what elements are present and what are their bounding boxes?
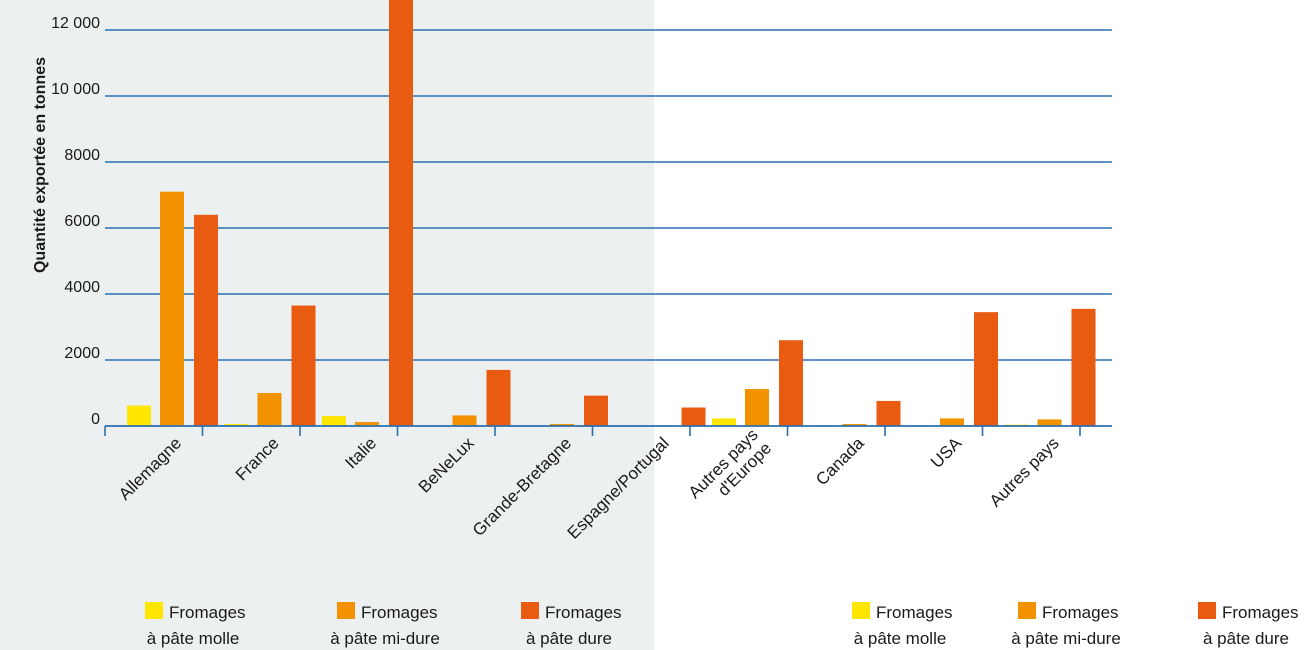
legend-label: Fromages [1222, 603, 1299, 622]
bar [355, 422, 379, 426]
x-category-label: Canada [812, 433, 868, 489]
bar [1037, 419, 1062, 426]
bar [779, 340, 803, 426]
bar [291, 305, 316, 426]
legend-swatch [1018, 602, 1036, 619]
bar [486, 369, 511, 426]
bar [745, 389, 769, 426]
bar [1071, 308, 1096, 426]
shaded-background [0, 0, 654, 650]
bar [160, 191, 184, 426]
y-tick-labels: 0 2000 4000 6000 8000 10 000 12 000 [51, 15, 100, 428]
bar [257, 393, 282, 426]
legend-label: Fromages [361, 603, 438, 622]
x-axis [104, 425, 1112, 436]
bar [681, 407, 706, 426]
y-tick-label: 0 [91, 411, 100, 428]
legend-label: Fromages [876, 603, 953, 622]
legend-swatch [145, 602, 163, 619]
bar [322, 416, 346, 426]
y-axis-label: Quantité exportée en tonnes [32, 57, 49, 273]
y-tick-label: 10 000 [51, 81, 100, 98]
legend-label: à pâte mi-dure [330, 629, 440, 648]
y-tick-label: 12 000 [51, 15, 100, 32]
bar [194, 214, 218, 426]
bar [876, 400, 901, 426]
legend-label: à pâte molle [854, 629, 947, 648]
legend-label: à pâte mi-dure [1011, 629, 1121, 648]
bar [452, 415, 477, 426]
legend-swatch [337, 602, 355, 619]
legend-swatch [1198, 602, 1216, 619]
bar [974, 312, 998, 426]
legend-label: Fromages [545, 603, 622, 622]
legend-swatch [521, 602, 539, 619]
bar [940, 418, 964, 426]
legends: Fromages à pâte molle Fromages à pâte mi-du… [145, 602, 1299, 648]
x-category-label: Autres pays [986, 434, 1063, 511]
grid [105, 29, 1112, 361]
x-category-label: USA [927, 433, 966, 472]
y-tick-label: 4000 [64, 279, 100, 296]
bar [127, 405, 151, 426]
legend-label: Fromages [1042, 603, 1119, 622]
legend-label: Fromages [169, 603, 246, 622]
legend-label: à pâte molle [147, 629, 240, 648]
bars [127, 0, 1096, 426]
bar [712, 418, 736, 426]
x-category-label: Autres paysd'Europe [685, 425, 775, 515]
bar [389, 0, 413, 426]
legend-label: à pâte dure [526, 629, 612, 648]
bar [550, 424, 574, 426]
legend-label: à pâte dure [1203, 629, 1289, 648]
y-tick-label: 8000 [64, 147, 100, 164]
legend-swatch [852, 602, 870, 619]
bar [842, 424, 867, 426]
bar [224, 424, 249, 426]
bar [584, 395, 608, 426]
y-tick-label: 2000 [64, 345, 100, 362]
y-tick-label: 6000 [64, 213, 100, 230]
